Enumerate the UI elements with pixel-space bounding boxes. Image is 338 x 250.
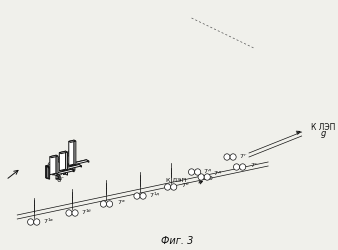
Polygon shape (66, 151, 67, 170)
Polygon shape (59, 151, 67, 154)
Text: 7$^{1б}$: 7$^{1б}$ (81, 207, 93, 217)
Text: 7$^{г}$: 7$^{г}$ (250, 162, 259, 170)
Circle shape (171, 184, 177, 190)
Polygon shape (56, 175, 58, 179)
Polygon shape (46, 166, 47, 178)
Circle shape (224, 154, 230, 160)
Text: 6$^г$: 6$^г$ (56, 175, 66, 185)
Polygon shape (73, 165, 75, 170)
Polygon shape (56, 155, 58, 174)
Circle shape (240, 164, 246, 170)
Polygon shape (47, 166, 48, 179)
Polygon shape (53, 169, 72, 175)
Text: 5$^а$: 5$^а$ (54, 170, 64, 181)
Polygon shape (67, 160, 89, 166)
Circle shape (165, 184, 171, 190)
Circle shape (106, 201, 113, 207)
Text: Фиг. 3: Фиг. 3 (161, 236, 193, 246)
Polygon shape (59, 151, 66, 171)
Polygon shape (64, 170, 68, 172)
Text: 6$^в$: 6$^в$ (66, 148, 76, 159)
Text: 10: 10 (205, 176, 213, 180)
Circle shape (28, 219, 34, 225)
Polygon shape (69, 140, 76, 142)
Polygon shape (58, 175, 60, 180)
Text: 6$^б$: 6$^б$ (56, 154, 67, 166)
Circle shape (140, 193, 146, 199)
Text: 6$^а$: 6$^а$ (46, 160, 57, 171)
Polygon shape (50, 155, 56, 175)
Polygon shape (72, 169, 74, 172)
Text: К ЛЭП: К ЛЭП (167, 178, 187, 184)
Polygon shape (60, 164, 79, 170)
Polygon shape (74, 140, 76, 165)
Polygon shape (50, 155, 58, 158)
Text: 7$^{а}$: 7$^{а}$ (117, 199, 126, 207)
Polygon shape (46, 166, 48, 167)
Circle shape (195, 169, 201, 175)
Text: 5$^б$: 5$^б$ (61, 165, 71, 177)
Polygon shape (66, 170, 68, 175)
Polygon shape (79, 164, 81, 167)
Text: 7$^б$: 7$^б$ (181, 182, 190, 190)
Polygon shape (48, 166, 50, 179)
Circle shape (198, 174, 204, 180)
Text: g: g (321, 130, 326, 138)
Polygon shape (47, 166, 49, 179)
Circle shape (100, 201, 106, 207)
Polygon shape (60, 164, 81, 170)
Text: 7$^{г}$: 7$^{г}$ (239, 153, 247, 161)
Text: 7$^{1а}$: 7$^{1а}$ (43, 216, 54, 226)
Polygon shape (47, 166, 48, 178)
Text: 5$^в$: 5$^в$ (68, 161, 78, 172)
Circle shape (34, 219, 40, 225)
Polygon shape (46, 166, 47, 178)
Circle shape (189, 169, 195, 175)
Text: 7$^{1д}$: 7$^{1д}$ (149, 190, 161, 200)
Polygon shape (69, 140, 74, 166)
Polygon shape (71, 165, 75, 167)
Polygon shape (53, 169, 74, 175)
Polygon shape (47, 166, 50, 168)
Polygon shape (67, 160, 87, 166)
Polygon shape (71, 165, 73, 170)
Polygon shape (64, 170, 66, 174)
Circle shape (72, 210, 78, 216)
Polygon shape (46, 166, 49, 167)
Text: 7$^{д}$: 7$^{д}$ (213, 170, 222, 178)
Polygon shape (87, 160, 89, 162)
Circle shape (234, 164, 240, 170)
Text: К ЛЭП: К ЛЭП (311, 122, 336, 132)
Polygon shape (56, 175, 60, 176)
Circle shape (204, 174, 210, 180)
Circle shape (230, 154, 236, 160)
Circle shape (134, 193, 140, 199)
Circle shape (66, 210, 72, 216)
Text: 7$^{д}$: 7$^{д}$ (203, 168, 212, 176)
